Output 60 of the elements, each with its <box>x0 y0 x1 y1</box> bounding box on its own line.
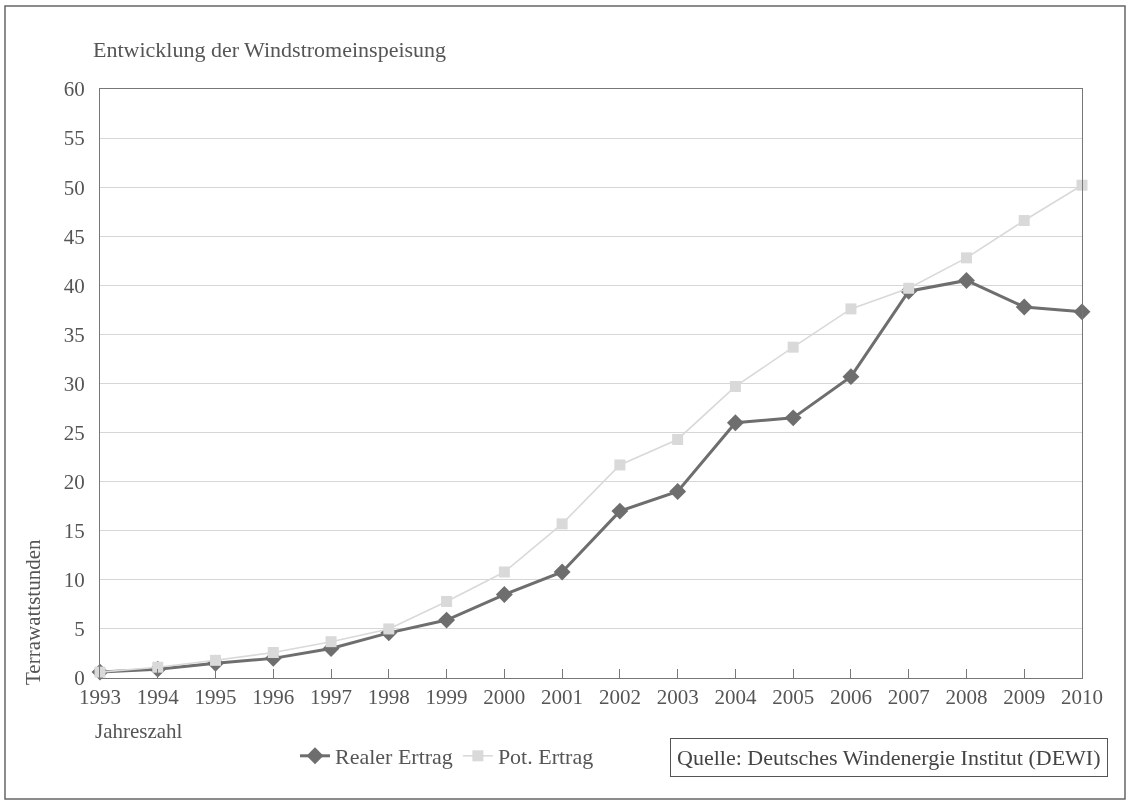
x-tick-label: 2001 <box>541 685 584 710</box>
point <box>553 563 571 581</box>
point <box>614 459 626 471</box>
x-tick-label: 1998 <box>367 685 410 710</box>
x-tick-label: 2000 <box>483 685 526 710</box>
point <box>1076 179 1088 191</box>
x-tick-label: 1997 <box>310 685 353 710</box>
point <box>958 271 975 289</box>
x-tick-label: 2004 <box>714 685 757 710</box>
point <box>784 409 802 427</box>
x-tick-label: 2010 <box>1061 685 1103 710</box>
y-tick-label: 10 <box>63 568 85 593</box>
legend-label: Pot. Ertrag <box>497 744 594 770</box>
chart-title: Entwicklung der Windstromeinspeisung <box>93 36 447 62</box>
point <box>611 502 629 520</box>
point <box>842 368 860 386</box>
x-tick-label: 2008 <box>945 685 988 710</box>
legend-label: Realer Ertrag <box>335 744 453 770</box>
x-tick-label: 1999 <box>425 685 468 710</box>
point <box>1073 303 1091 321</box>
y-tick-label: 55 <box>63 126 85 151</box>
point <box>669 483 687 500</box>
point <box>267 646 279 658</box>
x-tick-label: 1994 <box>136 685 180 710</box>
point <box>787 341 799 353</box>
point <box>495 586 513 604</box>
x-tick-label: 1995 <box>194 685 237 710</box>
point <box>325 636 337 648</box>
y-tick-label: 25 <box>63 420 85 445</box>
x-tick-label: 2007 <box>887 685 930 710</box>
point <box>556 518 568 530</box>
y-tick-label: 5 <box>74 617 85 642</box>
y-tick-label: 35 <box>63 322 85 347</box>
point <box>726 414 744 432</box>
point <box>1015 298 1033 316</box>
point <box>672 433 684 445</box>
y-axis-title: Terrawattstunden <box>21 539 45 685</box>
point <box>1018 215 1030 227</box>
y-tick-label: 15 <box>63 519 85 544</box>
source-note: Quelle: Deutsches Windenergie Institut (DEWI) <box>677 745 1101 770</box>
y-tick-label: 50 <box>63 175 85 200</box>
x-tick-label: 2002 <box>598 685 641 710</box>
y-tick-label: 20 <box>63 470 85 495</box>
x-tick-label: 2003 <box>656 685 699 710</box>
point <box>960 252 972 264</box>
y-tick-label: 45 <box>63 224 85 249</box>
x-axis-title: Jahreszahl <box>95 719 183 743</box>
x-tick-label: 2009 <box>1003 685 1046 710</box>
point <box>498 566 510 578</box>
point <box>441 595 453 607</box>
point <box>383 623 395 635</box>
y-tick-label: 60 <box>63 77 85 102</box>
y-tick-label: 40 <box>63 273 85 298</box>
x-tick-label: 1996 <box>252 685 295 710</box>
y-tick-label: 30 <box>63 371 85 396</box>
x-tick-label: 2006 <box>829 685 872 710</box>
point <box>438 611 456 629</box>
point <box>845 303 857 315</box>
point <box>729 380 741 392</box>
x-tick-label: 2005 <box>772 685 815 710</box>
